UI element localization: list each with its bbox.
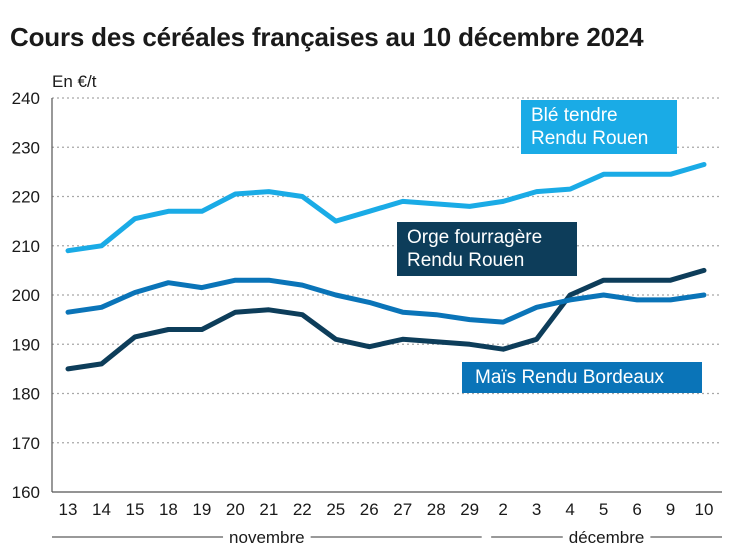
x-tick-label: 4 <box>565 500 574 519</box>
y-tick-label: 160 <box>12 483 40 502</box>
series-line-0 <box>65 162 707 254</box>
series-label-line: Blé tendre <box>531 105 618 126</box>
series-lines <box>65 162 707 372</box>
x-tick-label: 5 <box>599 500 608 519</box>
x-tick-label: 20 <box>226 500 245 519</box>
x-tick-label: 13 <box>59 500 78 519</box>
series-label-mais: Maïs Rendu Bordeaux <box>462 362 702 393</box>
x-tick-label: 9 <box>666 500 675 519</box>
x-tick-label: 15 <box>125 500 144 519</box>
y-tick-label: 200 <box>12 286 40 305</box>
x-tick-label: 14 <box>92 500 111 519</box>
series-label-line: Rendu Rouen <box>531 128 649 149</box>
month-label: novembre <box>229 528 305 547</box>
x-tick-label: 27 <box>393 500 412 519</box>
month-label: décembre <box>569 528 645 547</box>
y-tick-label: 240 <box>12 89 40 108</box>
series-line-1 <box>65 267 707 372</box>
chart-title: Cours des céréales françaises au 10 déce… <box>10 22 644 52</box>
x-axis-ticks: 13 14 15 18 19 20 21 22 25 26 27 28 29 2 3 4 5 6 9 10 <box>59 500 714 519</box>
series-label-ble-tendre: Blé tendre Rendu Rouen <box>521 100 677 154</box>
series-line-2 <box>65 277 707 325</box>
y-axis-unit-label: En €/t <box>52 72 97 91</box>
y-tick-label: 170 <box>12 434 40 453</box>
grid-lines <box>51 97 722 493</box>
x-tick-label: 18 <box>159 500 178 519</box>
x-tick-label: 21 <box>259 500 278 519</box>
y-tick-label: 230 <box>12 138 40 157</box>
x-tick-label: 26 <box>360 500 379 519</box>
x-tick-label: 2 <box>498 500 507 519</box>
series-label-line: Rendu Rouen <box>407 250 525 271</box>
x-tick-label: 10 <box>695 500 714 519</box>
x-tick-label: 22 <box>293 500 312 519</box>
x-tick-label: 3 <box>532 500 541 519</box>
y-tick-label: 220 <box>12 188 40 207</box>
series-label-line: Orge fourragère <box>407 227 543 248</box>
series-label-orge-fourragere: Orge fourragère Rendu Rouen <box>397 222 577 276</box>
y-tick-label: 190 <box>12 335 40 354</box>
y-axis-ticks: 160 170 180 190 200 210 220 230 240 <box>12 89 40 502</box>
y-tick-label: 210 <box>12 237 40 256</box>
x-tick-label: 28 <box>427 500 446 519</box>
x-tick-label: 19 <box>192 500 211 519</box>
y-tick-label: 180 <box>12 385 40 404</box>
x-tick-label: 6 <box>632 500 641 519</box>
x-tick-label: 25 <box>326 500 345 519</box>
series-label-line: Maïs Rendu Bordeaux <box>475 367 665 388</box>
month-groups: novembre décembre <box>52 528 722 547</box>
x-tick-label: 29 <box>460 500 479 519</box>
